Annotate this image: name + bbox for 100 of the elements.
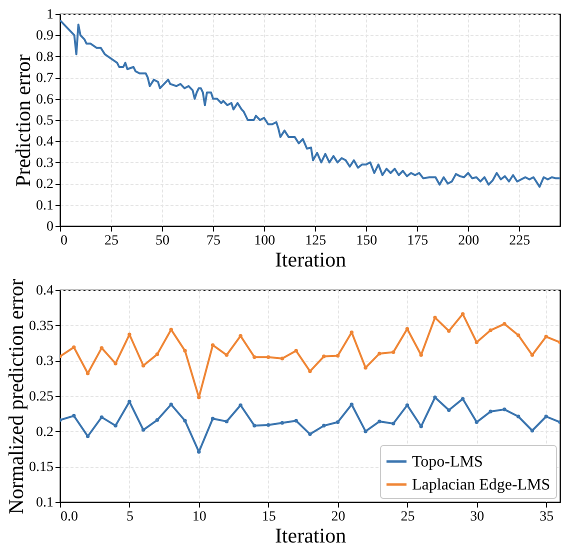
point (308, 432, 312, 436)
point (224, 420, 229, 424)
y-tick-label: 0.2 (36, 177, 54, 192)
point (364, 429, 368, 434)
point (322, 424, 326, 428)
point (391, 350, 396, 354)
x-tick-label: 30 (470, 510, 484, 524)
x-tick-label: 75 (206, 234, 221, 248)
point (502, 408, 506, 412)
x-tick-label: 175 (407, 234, 428, 248)
legend-label: Laplacian Edge-LMS (412, 476, 550, 494)
point (474, 420, 479, 424)
point (169, 328, 173, 332)
point (280, 356, 284, 360)
x-tick-label: 5 (126, 510, 134, 524)
point (516, 333, 520, 338)
point (502, 322, 506, 326)
point (336, 420, 340, 424)
point (460, 312, 465, 316)
point (336, 354, 340, 358)
y-tick-label: 0.7 (36, 71, 54, 86)
point (155, 352, 160, 356)
point (433, 396, 437, 400)
point (280, 420, 284, 425)
y-tick-label: 0.4 (36, 284, 54, 298)
line-series (60, 19, 560, 188)
y-tick-label: 0.15 (29, 460, 54, 476)
point (294, 348, 298, 353)
x-tick-label: 50 (156, 234, 170, 248)
point (488, 410, 492, 414)
point (72, 414, 76, 418)
point (141, 364, 146, 368)
x-axis-title: Iteration (274, 248, 347, 272)
x-tick-label: 15 (262, 510, 276, 524)
point (128, 332, 132, 336)
point (364, 366, 368, 370)
y-tick-label: 0.3 (36, 156, 54, 171)
point (155, 418, 160, 422)
point (197, 396, 201, 400)
point (391, 422, 396, 426)
y-axis-title: Prediction error (11, 54, 35, 187)
point (266, 423, 270, 427)
x-tick-label: 25 (400, 510, 415, 524)
x-tick-label: 0.0 (60, 510, 78, 524)
point (210, 416, 215, 420)
y-tick-label: 0.8 (36, 50, 54, 65)
y-tick-label: 0.35 (29, 318, 54, 334)
point (308, 369, 312, 374)
y-tick-label: 0.5 (36, 114, 54, 128)
point (544, 334, 548, 339)
point (460, 396, 465, 401)
point (447, 408, 451, 412)
y-tick-label: 0.4 (36, 134, 54, 150)
point (252, 355, 256, 359)
point (378, 420, 382, 424)
point (183, 418, 187, 423)
point (141, 428, 146, 432)
y-tick-label: 1 (46, 8, 54, 22)
point (544, 414, 548, 418)
x-tick-label: 225 (509, 234, 530, 248)
point (72, 345, 76, 350)
legend-label: Topo-LMS (412, 454, 483, 470)
point (183, 348, 187, 353)
point (474, 340, 479, 344)
x-axis-title: Iteration (274, 524, 347, 548)
point (378, 352, 382, 356)
point (266, 355, 270, 359)
y-tick-label: 0.1 (36, 496, 54, 510)
point (530, 353, 534, 357)
point (86, 434, 90, 438)
y-tick-label: 0.1 (36, 198, 54, 214)
point (488, 328, 492, 332)
point (294, 418, 298, 423)
y-tick-label: 0.3 (36, 354, 54, 370)
point (530, 428, 534, 432)
point (114, 424, 118, 428)
point (238, 334, 242, 338)
point (322, 354, 326, 358)
y-tick-label: 0 (46, 220, 54, 234)
point (86, 372, 90, 376)
y-axis-title: Normalized prediction error (4, 278, 28, 514)
point (419, 353, 423, 357)
point (350, 402, 354, 406)
y-tick-label: 0.2 (36, 424, 54, 440)
point (252, 424, 256, 428)
x-tick-label: 150 (356, 234, 378, 248)
point (224, 353, 229, 357)
point (350, 330, 354, 334)
x-tick-label: 20 (331, 510, 346, 524)
point (447, 329, 451, 333)
y-tick-label: 0.9 (36, 28, 54, 44)
point (100, 415, 104, 420)
point (419, 424, 423, 428)
point (210, 343, 215, 347)
x-tick-label: 0 (60, 234, 68, 248)
x-tick-label: 10 (192, 510, 206, 524)
point (100, 346, 104, 350)
x-tick-label: 25 (104, 234, 119, 248)
point (169, 402, 173, 406)
x-tick-label: 35 (540, 510, 554, 524)
